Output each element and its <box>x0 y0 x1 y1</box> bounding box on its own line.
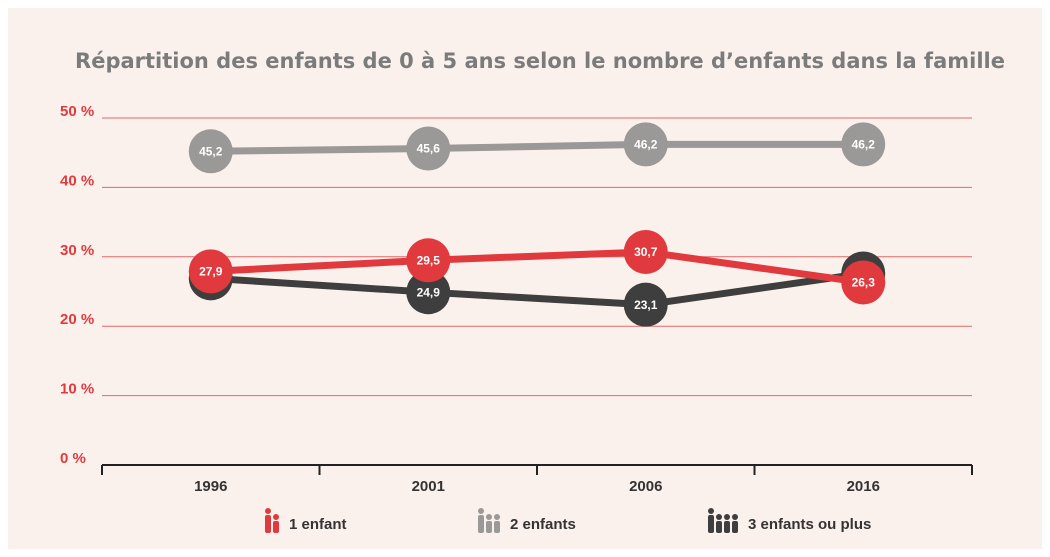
point-marker <box>841 122 886 167</box>
data-label: 26,3 <box>852 276 876 290</box>
data-label: 46,2 <box>852 138 876 152</box>
legend-icon-body <box>494 521 500 533</box>
legend-icon-body <box>273 521 279 533</box>
y-tick-label: 20 % <box>60 311 94 328</box>
legend-icon-head <box>273 514 279 520</box>
data-label: 30,7 <box>634 245 658 259</box>
legend-label: 1 enfant <box>289 516 347 533</box>
legend-icon-body <box>486 521 492 533</box>
legend-icon-body <box>478 515 484 533</box>
legend-icon-head <box>716 514 722 520</box>
point-marker <box>623 229 668 274</box>
chart-title: Répartition des enfants de 0 à 5 ans sel… <box>75 49 1005 73</box>
series-line <box>210 269 864 309</box>
x-tick-label: 2001 <box>412 478 445 495</box>
y-tick-label: 40 % <box>60 172 94 189</box>
x-tick-label: 2016 <box>847 478 880 495</box>
legend-icon-body <box>724 521 730 533</box>
legend-icon-head <box>265 508 271 514</box>
legend-icon <box>265 508 279 533</box>
point-marker <box>406 126 451 171</box>
legend-icon-head <box>486 514 492 520</box>
legend-icon-body <box>708 515 714 533</box>
series-line <box>210 140 864 155</box>
data-label: 24,9 <box>417 285 441 299</box>
legend-icon-head <box>708 508 714 514</box>
x-tick-label: 1996 <box>194 478 227 495</box>
point-marker <box>406 270 451 315</box>
point-marker <box>623 282 668 327</box>
legend-label: 2 enfants <box>510 516 576 533</box>
legend-icon-body <box>265 515 271 533</box>
legend-icon-head <box>732 514 738 520</box>
background <box>8 8 1042 549</box>
data-label: 45,2 <box>199 144 223 158</box>
y-tick-label: 50 % <box>60 103 94 120</box>
legend-icon-body <box>716 521 722 533</box>
x-tick-label: 2006 <box>629 478 662 495</box>
legend-icon-body <box>732 521 738 533</box>
data-label: 46,2 <box>634 138 658 152</box>
legend-icon <box>708 508 738 533</box>
point-marker <box>188 129 233 174</box>
y-tick-label: 10 % <box>60 381 94 398</box>
y-tick-label: 0 % <box>60 450 86 467</box>
data-label: 27,9 <box>199 265 223 279</box>
legend-label: 3 enfants ou plus <box>748 516 871 533</box>
data-label: 23,1 <box>634 298 658 312</box>
legend-icon <box>478 508 500 533</box>
y-tick-label: 30 % <box>60 242 94 259</box>
point-marker <box>406 238 451 283</box>
legend-icon-head <box>724 514 730 520</box>
point-marker <box>188 249 233 294</box>
legend-icon-head <box>478 508 484 514</box>
data-label: 29,5 <box>417 253 441 267</box>
series-line <box>210 248 864 286</box>
legend-icon-head <box>494 514 500 520</box>
point-marker <box>841 260 886 305</box>
data-label: 45,6 <box>417 142 441 156</box>
point-marker <box>623 122 668 167</box>
